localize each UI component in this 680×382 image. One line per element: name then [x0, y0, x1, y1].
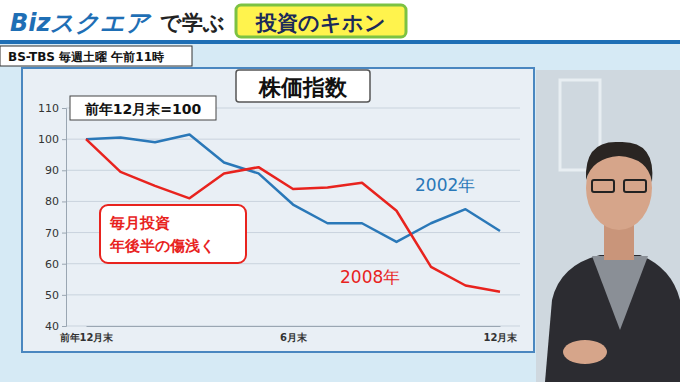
x-tick: 12月末	[484, 326, 519, 343]
y-tick-label: 90	[45, 164, 59, 177]
series-line	[86, 139, 500, 292]
grid-line	[66, 294, 520, 295]
y-tick: 90	[45, 164, 66, 177]
y-tick-label: 70	[45, 227, 59, 240]
y-axis: 40 50 60 70 80 90 100 110	[38, 102, 67, 333]
annotation-line: 年後半の傷浅く	[109, 237, 215, 255]
x-tick-label: 前年12月末	[59, 332, 115, 343]
jacket	[545, 255, 680, 382]
y-tick-label: 50	[45, 289, 59, 302]
y-axis-line	[62, 109, 67, 327]
subtitle-box	[70, 96, 216, 120]
y-tick-label: 60	[45, 258, 59, 271]
y-tick-mark	[62, 201, 66, 202]
y-tick-mark	[62, 264, 66, 265]
canvas: Bizスクエアで学ぶ 投資のキホン BS-TBS 毎週土曜 午前11時株価指数 40 5…	[0, 0, 680, 382]
broadcast-box	[0, 46, 192, 66]
title-box	[236, 70, 370, 102]
glasses-right	[624, 180, 646, 192]
grid-line	[66, 201, 520, 202]
y-tick: 110	[38, 102, 66, 115]
y-tick: 100	[38, 133, 66, 146]
grid-line	[66, 170, 520, 171]
y-tick-label: 40	[45, 320, 59, 333]
presenter-backdrop	[536, 70, 680, 382]
broadcast: BS-TBS 毎週土曜 午前11時	[8, 50, 164, 64]
series-label: 2008年	[340, 267, 400, 287]
y-tick: 70	[45, 227, 66, 240]
y-tick-mark	[62, 139, 66, 140]
y-tick: 40	[45, 320, 66, 333]
x-tick: 6月末	[280, 326, 308, 343]
presenter	[536, 70, 680, 382]
background	[0, 0, 680, 382]
hand	[563, 340, 607, 364]
segment: 投資のキホン	[255, 11, 386, 35]
y-tick-mark	[62, 233, 66, 234]
title: 株価指数	[258, 75, 348, 100]
y-tick-mark	[62, 170, 66, 171]
y-tick-mark	[62, 326, 66, 327]
x-tick-label: 12月末	[484, 332, 519, 343]
x-tick-label: 6月末	[280, 332, 308, 343]
y-tick-label: 110	[38, 102, 59, 115]
glasses-left	[592, 180, 614, 192]
shirt	[592, 256, 648, 330]
y-tick: 80	[45, 195, 66, 208]
brand: Bizスクエア	[10, 9, 152, 37]
grid	[66, 108, 520, 326]
header-bar	[0, 0, 680, 44]
subtitle: 前年12月末=100	[84, 101, 202, 117]
x-axis-line	[87, 326, 501, 327]
header-rule	[0, 40, 680, 44]
annotation-box	[100, 205, 246, 263]
tagline: で学ぶ	[160, 11, 225, 35]
hair	[586, 142, 652, 182]
y-tick: 60	[45, 258, 66, 271]
chart-panel	[22, 68, 534, 352]
y-tick-label: 100	[38, 133, 59, 146]
y-tick: 50	[45, 289, 66, 302]
lines	[86, 134, 500, 291]
y-tick-label: 80	[45, 195, 59, 208]
y-tick-mark	[62, 295, 66, 296]
x-tick: 前年12月末	[59, 326, 115, 343]
grid-line	[66, 326, 520, 327]
annotation-line: 毎月投資	[109, 214, 170, 232]
segment-box	[236, 5, 406, 37]
y-tick-mark	[62, 108, 66, 109]
series-label: 2002年	[415, 175, 475, 195]
x-axis: 前年12月末 6月末 12月末	[59, 326, 519, 343]
